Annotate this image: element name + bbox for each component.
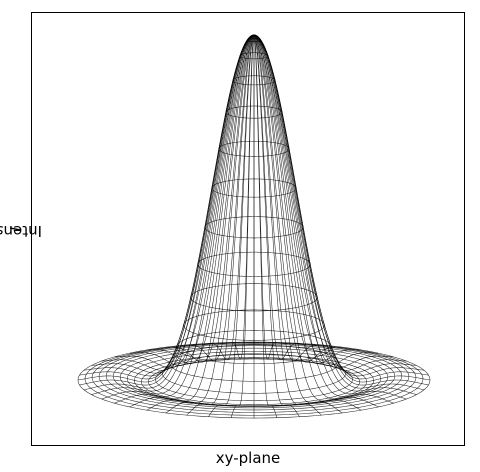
airy-surface <box>77 34 431 419</box>
plot-area <box>31 12 465 446</box>
